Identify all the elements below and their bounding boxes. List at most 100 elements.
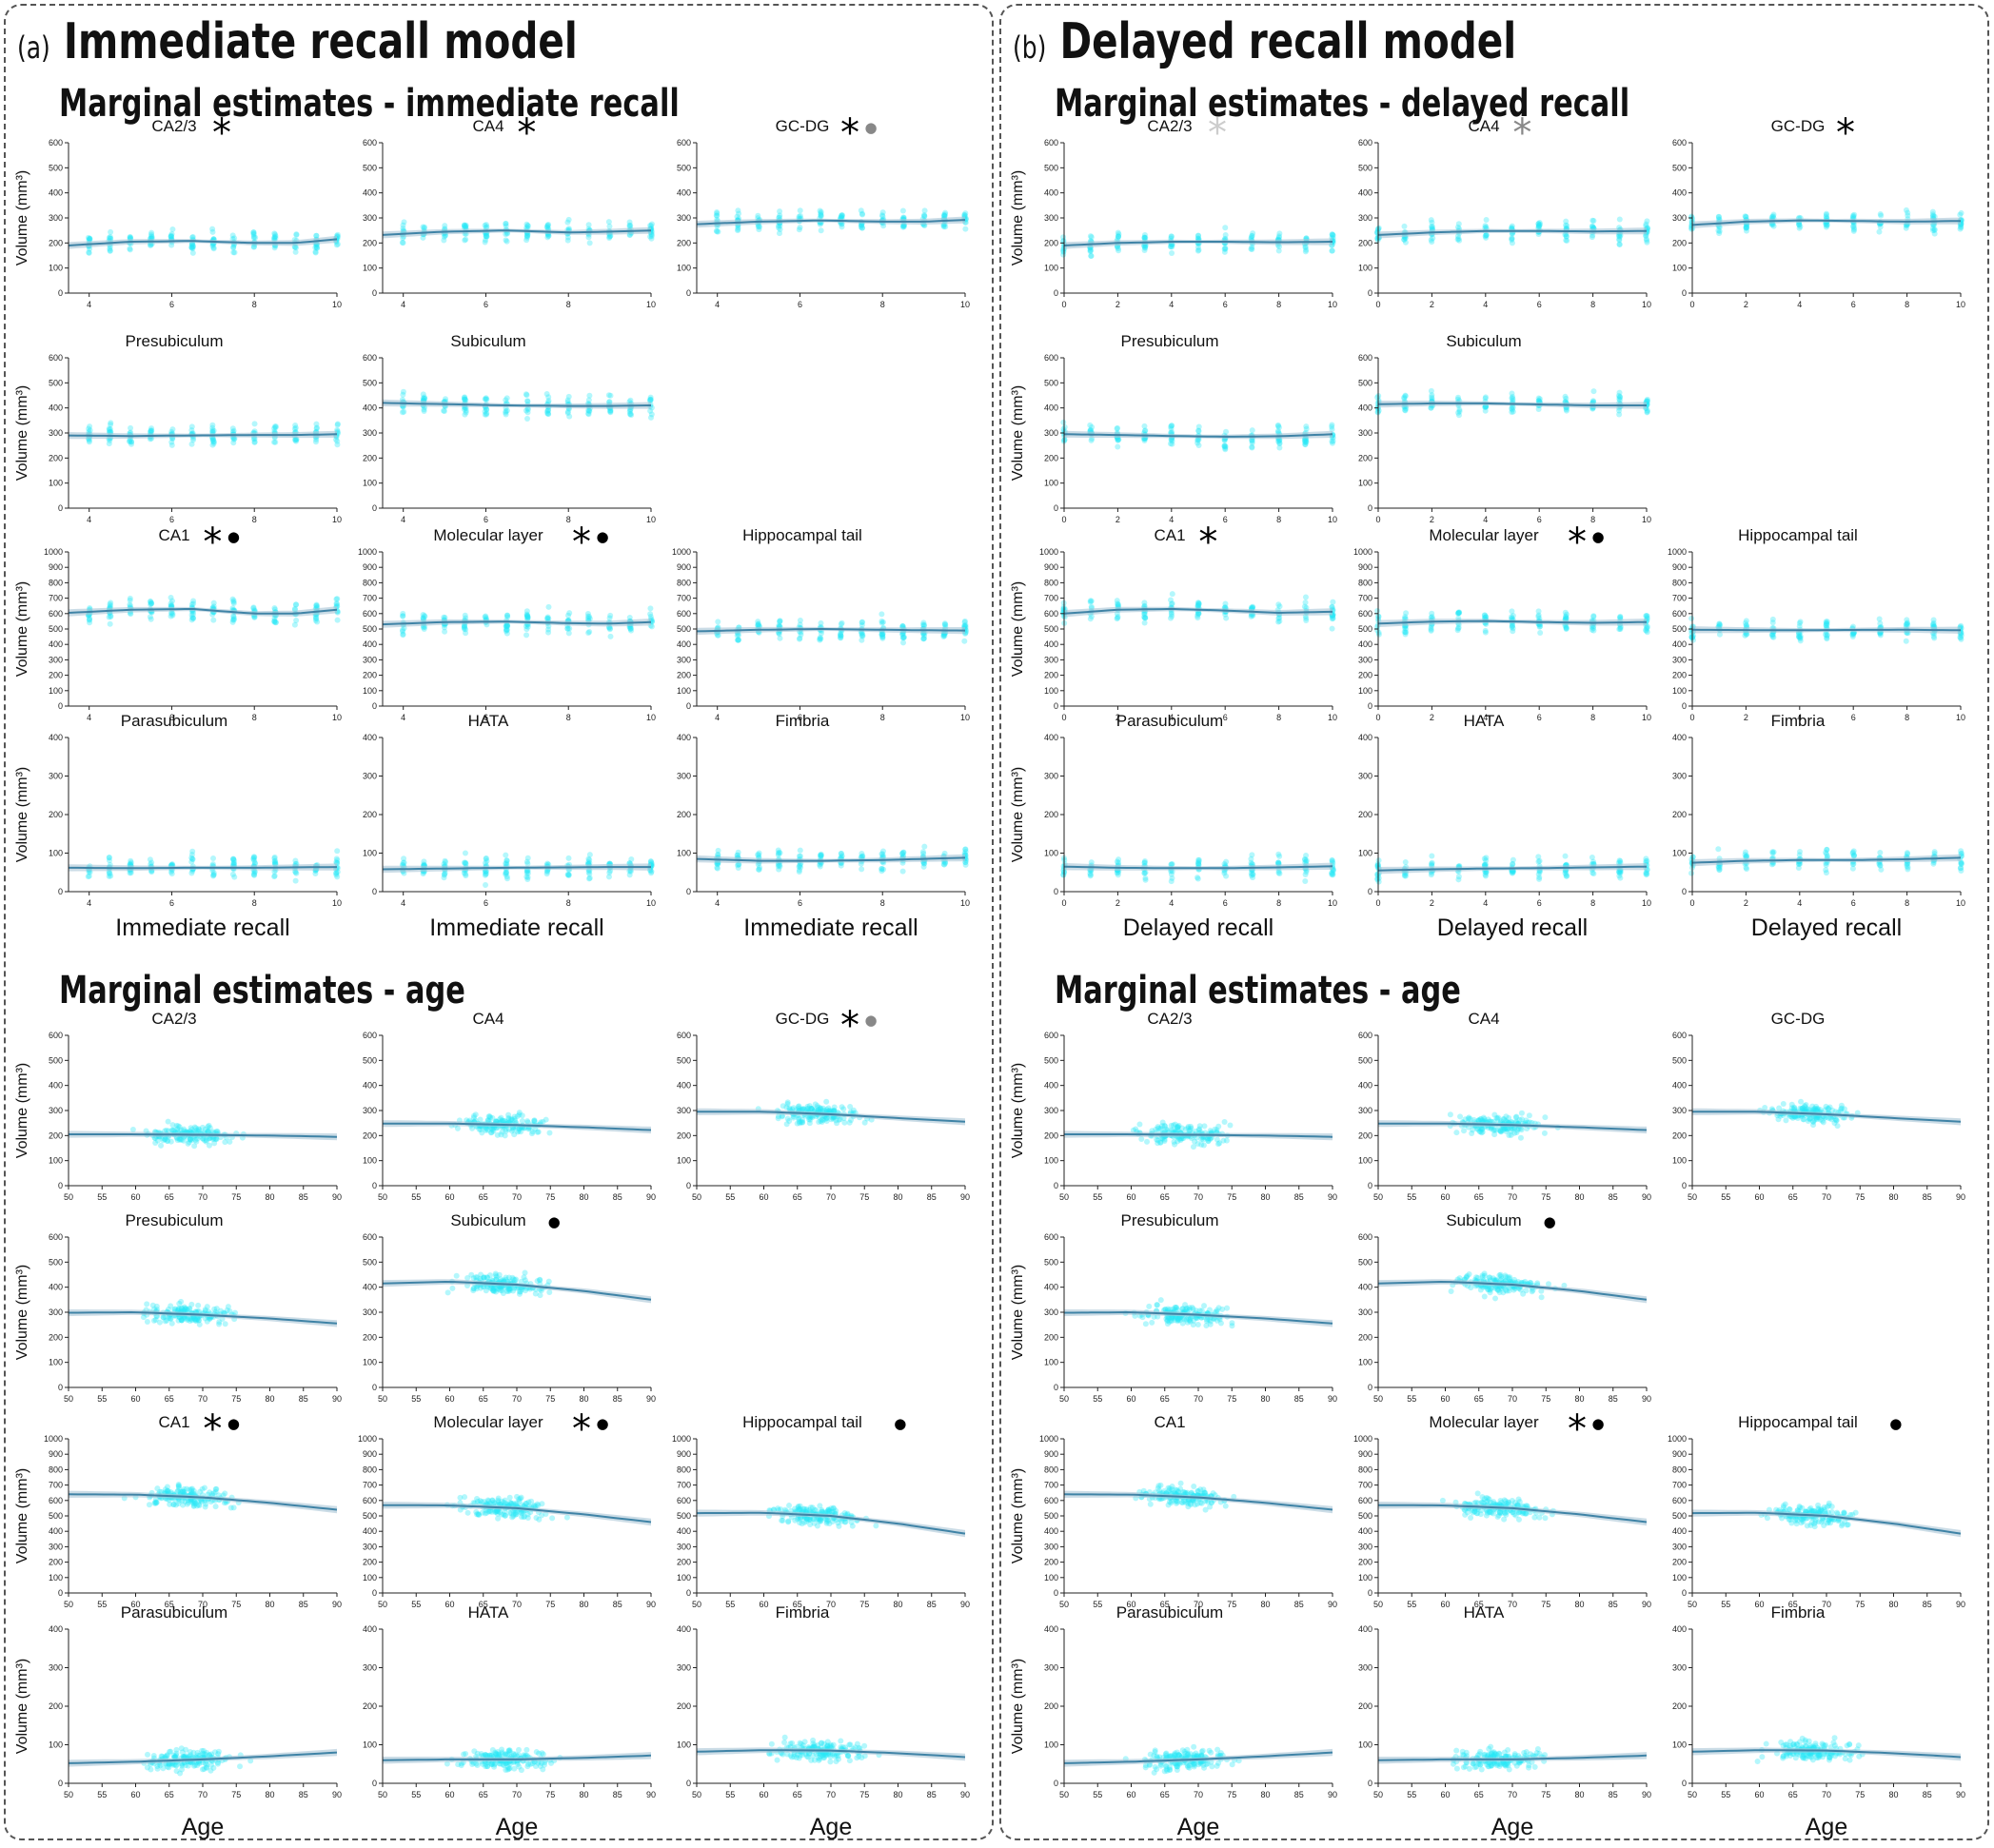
data-point bbox=[201, 1765, 207, 1772]
y-tick-label: 300 bbox=[677, 655, 691, 664]
data-point bbox=[199, 1485, 206, 1492]
data-point bbox=[441, 407, 447, 414]
data-point bbox=[545, 232, 552, 239]
x-tick-label: 80 bbox=[265, 1600, 274, 1609]
data-point bbox=[106, 234, 112, 241]
data-point bbox=[585, 410, 592, 417]
data-point bbox=[847, 1741, 854, 1748]
x-tick-label: 65 bbox=[165, 1192, 174, 1202]
data-point bbox=[565, 393, 572, 400]
x-tick-label: 85 bbox=[299, 1600, 308, 1609]
x-tick-label: 70 bbox=[198, 1790, 207, 1799]
significance-dot: ● bbox=[227, 1415, 240, 1432]
data-point bbox=[845, 1753, 852, 1760]
data-point bbox=[107, 437, 113, 443]
y-tick-label: 400 bbox=[1044, 188, 1058, 198]
significance-dot: ● bbox=[596, 1415, 608, 1432]
data-point bbox=[87, 619, 93, 626]
data-point bbox=[483, 232, 489, 239]
data-point bbox=[128, 234, 134, 241]
section-title-recall: Marginal estimates - delayed recall bbox=[1055, 82, 1630, 126]
data-point bbox=[441, 233, 447, 240]
y-tick-label: 600 bbox=[677, 609, 691, 619]
data-point bbox=[333, 596, 340, 602]
data-point bbox=[229, 425, 236, 432]
data-point bbox=[586, 240, 593, 246]
y-tick-label: 600 bbox=[49, 138, 63, 147]
data-point bbox=[195, 1302, 202, 1308]
x-tick-label: 55 bbox=[725, 1790, 735, 1799]
subplot-title: Molecular layer bbox=[433, 1413, 543, 1431]
x-tick-label: 4 bbox=[401, 300, 405, 309]
data-point bbox=[607, 409, 614, 416]
data-point bbox=[564, 625, 571, 632]
x-tick-label: 60 bbox=[444, 1192, 454, 1202]
data-point bbox=[421, 612, 427, 619]
data-point bbox=[107, 425, 113, 432]
data-point bbox=[859, 225, 866, 231]
data-point bbox=[209, 228, 216, 235]
data-point bbox=[839, 212, 845, 219]
data-point bbox=[775, 863, 781, 870]
data-point bbox=[333, 436, 340, 442]
x-tick-label: 80 bbox=[579, 1394, 588, 1404]
data-point bbox=[188, 617, 195, 623]
data-point bbox=[941, 212, 948, 219]
data-point bbox=[190, 615, 197, 621]
data-point bbox=[503, 395, 510, 402]
y-tick-label: 500 bbox=[49, 1511, 63, 1521]
data-point bbox=[462, 411, 468, 418]
data-point bbox=[524, 399, 531, 405]
x-tick-label: 10 bbox=[1642, 300, 1651, 309]
data-point bbox=[271, 439, 278, 445]
data-point bbox=[148, 616, 154, 622]
data-point bbox=[714, 212, 721, 219]
data-point bbox=[188, 427, 195, 434]
x-tick-label: 55 bbox=[411, 1600, 421, 1609]
data-point bbox=[230, 856, 237, 863]
x-tick-label: 55 bbox=[725, 1192, 735, 1202]
data-point bbox=[272, 424, 279, 431]
data-point bbox=[168, 442, 175, 448]
data-point bbox=[271, 619, 278, 625]
y-tick-label: 1000 bbox=[672, 547, 691, 557]
data-point bbox=[524, 232, 531, 239]
data-point bbox=[148, 600, 155, 606]
data-point bbox=[442, 628, 448, 635]
y-tick-label: 600 bbox=[1044, 138, 1058, 147]
x-tick-label: 4 bbox=[87, 713, 91, 722]
data-point bbox=[879, 866, 885, 873]
data-point bbox=[231, 235, 238, 242]
data-point bbox=[148, 229, 155, 236]
data-point bbox=[545, 626, 552, 633]
data-point bbox=[488, 1760, 495, 1767]
data-point bbox=[148, 427, 154, 434]
data-point bbox=[271, 604, 278, 611]
y-tick-label: 100 bbox=[363, 1156, 377, 1166]
data-point bbox=[784, 1115, 791, 1122]
data-point bbox=[108, 612, 114, 619]
y-tick-label: 400 bbox=[49, 1526, 63, 1536]
y-tick-label: 200 bbox=[1044, 238, 1058, 247]
data-point bbox=[189, 243, 196, 249]
data-point bbox=[189, 437, 196, 443]
y-tick-label: 400 bbox=[677, 188, 691, 198]
panel-title: (a) Immediate recall model bbox=[17, 13, 578, 70]
y-tick-label: 0 bbox=[58, 1779, 63, 1788]
data-point bbox=[107, 620, 113, 627]
data-point bbox=[209, 226, 216, 232]
fitted-line bbox=[68, 238, 338, 246]
x-tick-label: 75 bbox=[231, 1600, 241, 1609]
y-tick-label: 400 bbox=[49, 1283, 63, 1292]
data-point bbox=[157, 1762, 164, 1769]
data-point bbox=[400, 388, 406, 395]
data-point bbox=[461, 394, 467, 401]
data-point bbox=[839, 224, 845, 230]
data-point bbox=[127, 438, 133, 444]
data-point bbox=[271, 619, 278, 625]
y-tick-label: 500 bbox=[363, 1055, 377, 1065]
data-point bbox=[756, 226, 762, 233]
data-point bbox=[190, 600, 197, 607]
y-tick-label: 400 bbox=[49, 1081, 63, 1091]
